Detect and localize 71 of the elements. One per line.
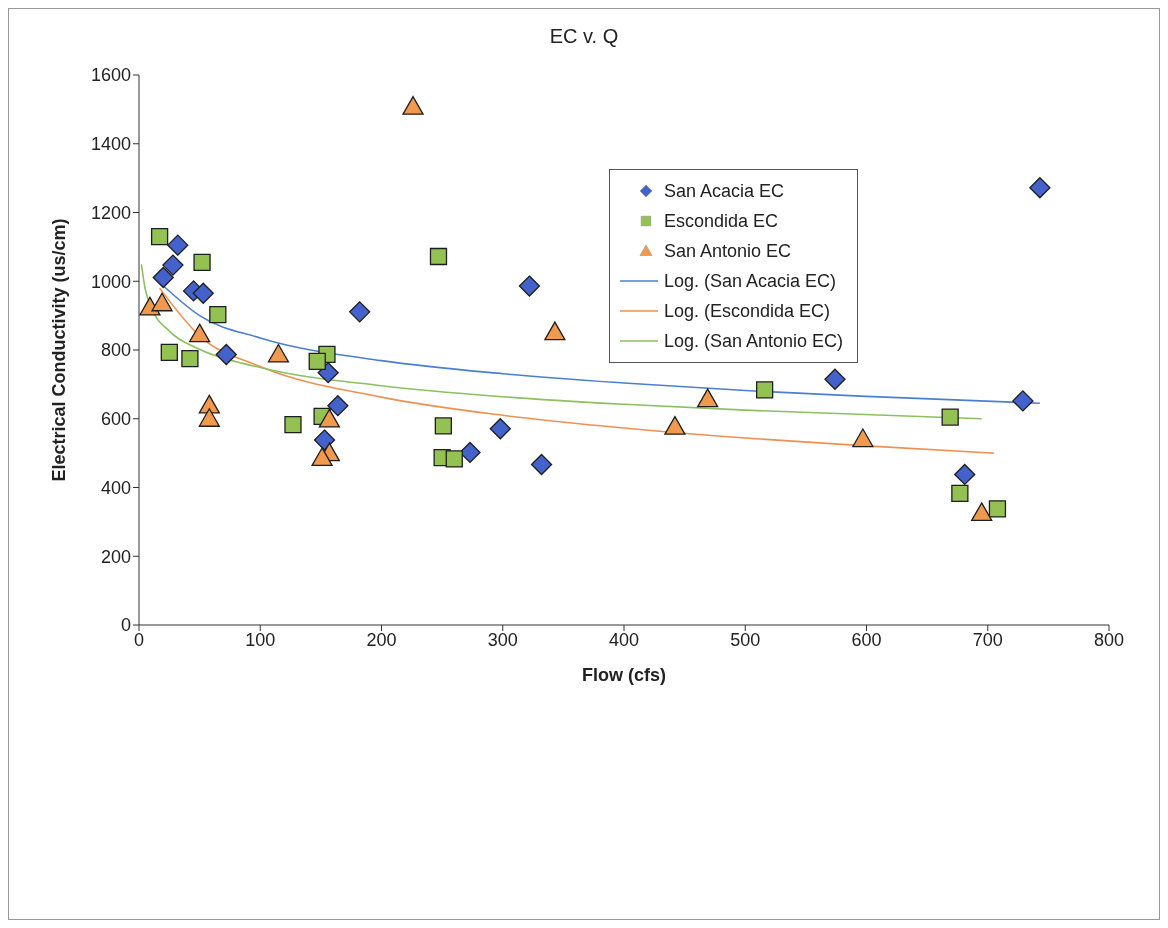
point <box>151 292 173 312</box>
point <box>188 323 211 343</box>
point <box>349 301 371 323</box>
point <box>313 429 336 451</box>
point <box>544 321 566 341</box>
point <box>192 282 214 304</box>
point <box>434 417 452 435</box>
point <box>429 247 448 266</box>
point <box>150 227 169 246</box>
point <box>1012 390 1034 412</box>
point <box>318 408 341 428</box>
y-tick-label: 600 <box>100 409 131 430</box>
y-tick-label: 1600 <box>90 65 131 86</box>
x-tick-label: 700 <box>972 629 1003 650</box>
point <box>756 381 774 399</box>
x-tick-label: 100 <box>245 629 276 650</box>
point <box>267 343 290 363</box>
point <box>402 95 424 115</box>
legend-label: Log. (San Antonio EC) <box>664 330 844 353</box>
point <box>181 349 199 368</box>
point <box>988 500 1007 518</box>
y-tick-label: 200 <box>100 546 131 567</box>
point <box>445 450 463 468</box>
y-tick-label: 1000 <box>90 271 131 292</box>
y-tick-label: 400 <box>100 477 131 498</box>
point <box>167 234 189 256</box>
chart-title: EC v. Q <box>548 25 620 48</box>
point <box>152 266 174 289</box>
y-tick-label: 800 <box>100 340 131 361</box>
point <box>518 275 541 297</box>
legend-label: San Antonio EC <box>664 240 792 263</box>
point <box>951 484 969 502</box>
point <box>215 343 237 366</box>
line-series <box>140 263 983 420</box>
point <box>284 415 302 434</box>
point <box>941 408 959 426</box>
point <box>209 305 227 324</box>
point <box>697 388 719 408</box>
point <box>1029 177 1051 199</box>
point <box>664 416 686 435</box>
x-tick-label: 200 <box>366 629 397 650</box>
point <box>308 352 326 370</box>
legend-label: San Acacia EC <box>664 180 785 203</box>
y-tick-label: 1200 <box>90 202 131 223</box>
y-tick-label: 0 <box>120 615 131 636</box>
x-tick-label: 600 <box>851 629 882 650</box>
point <box>852 428 874 448</box>
legend-label: Log. (Escondida EC) <box>664 300 831 323</box>
point <box>530 453 553 476</box>
y-tick-label: 1400 <box>90 134 131 155</box>
x-tick-label: 400 <box>608 629 640 650</box>
x-axis-title: Flow (cfs) <box>582 665 666 685</box>
point <box>193 253 211 271</box>
point <box>971 502 993 522</box>
x-tick-label: 800 <box>1093 629 1125 650</box>
point <box>327 395 349 417</box>
point <box>459 441 481 464</box>
point <box>162 254 184 276</box>
legend-label: Log. (San Acacia EC) <box>664 270 837 293</box>
x-tick-label: 300 <box>487 629 518 650</box>
point <box>954 463 976 486</box>
legend-label: Escondida EC <box>664 210 779 233</box>
point <box>198 408 220 427</box>
point <box>311 447 333 467</box>
point <box>489 418 511 440</box>
y-axis-title: Electrical Conductivity (us/cm) <box>49 218 70 482</box>
point <box>317 362 339 384</box>
x-tick-label: 500 <box>730 629 761 650</box>
point <box>824 368 846 390</box>
point <box>160 343 178 362</box>
x-tick-label: 0 <box>133 629 145 650</box>
